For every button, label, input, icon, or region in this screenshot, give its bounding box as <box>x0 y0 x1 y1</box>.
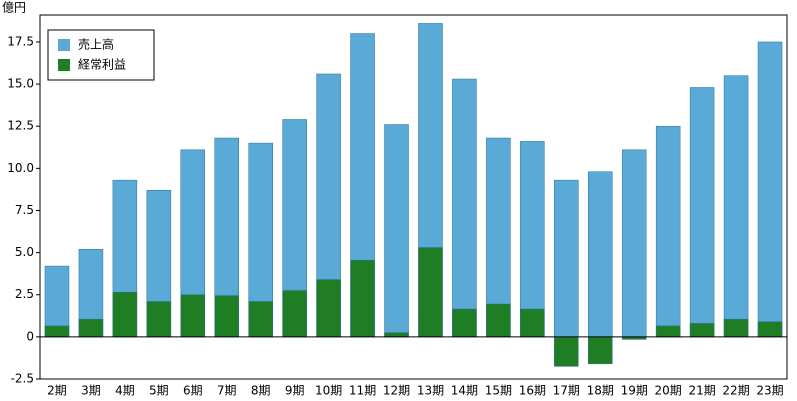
x-tick-label: 7期 <box>217 384 237 398</box>
bar <box>146 301 172 338</box>
bar <box>44 265 70 338</box>
y-tick-label: 10.0 <box>7 161 34 175</box>
bar <box>486 137 511 338</box>
bar <box>214 295 239 338</box>
x-tick-label: 16期 <box>519 384 546 398</box>
y-tick-label: 2.5 <box>15 287 34 301</box>
bar <box>588 171 613 338</box>
bar <box>78 318 104 338</box>
x-tick-label: 21期 <box>688 384 715 398</box>
bar <box>520 308 545 338</box>
bar <box>723 75 749 338</box>
bar <box>350 259 375 338</box>
x-tick-label: 2期 <box>47 384 67 398</box>
bar <box>384 124 409 338</box>
bar <box>723 318 749 338</box>
x-tick-label: 3期 <box>81 384 101 398</box>
bar <box>520 141 545 338</box>
x-tick-label: 23期 <box>756 384 783 398</box>
plot-area <box>39 14 788 380</box>
bar <box>655 325 681 338</box>
bar <box>316 279 341 338</box>
y-axis-label: 億円 <box>2 1 26 15</box>
bar <box>248 301 273 338</box>
bar <box>44 325 70 338</box>
legend-swatch <box>58 39 70 51</box>
x-tick-label: 18期 <box>587 384 614 398</box>
bar <box>486 303 511 338</box>
legend-box <box>47 29 155 81</box>
bar <box>180 294 206 338</box>
y-tick-label: 15.0 <box>7 77 34 91</box>
x-tick-label: 5期 <box>149 384 169 398</box>
bar <box>757 41 783 338</box>
y-tick-label: 5.0 <box>15 245 34 259</box>
y-tick-label: 7.5 <box>15 203 34 217</box>
bar <box>689 323 715 338</box>
bar <box>621 149 647 338</box>
y-tick-label: 12.5 <box>7 119 34 133</box>
bar <box>452 78 477 338</box>
legend-swatch <box>58 59 70 71</box>
bar <box>588 336 613 365</box>
y-tick-label: -2.5 <box>11 372 34 386</box>
x-tick-label: 22期 <box>722 384 749 398</box>
bar <box>554 336 579 367</box>
x-tick-label: 15期 <box>485 384 512 398</box>
bar <box>554 179 579 338</box>
bar <box>689 87 715 338</box>
x-tick-label: 20期 <box>655 384 682 398</box>
bar <box>112 291 138 338</box>
x-tick-label: 13期 <box>417 384 444 398</box>
legend-label: 売上高 <box>78 37 114 52</box>
x-tick-label: 6期 <box>183 384 203 398</box>
x-tick-label: 17期 <box>553 384 580 398</box>
x-tick-label: 4期 <box>115 384 135 398</box>
y-tick-label: 0 <box>26 329 34 343</box>
y-tick-label: 17.5 <box>7 34 34 48</box>
bar <box>418 247 443 338</box>
x-tick-label: 9期 <box>285 384 305 398</box>
x-tick-label: 12期 <box>383 384 410 398</box>
bar <box>282 290 307 338</box>
x-tick-label: 11期 <box>349 384 376 398</box>
x-tick-label: 14期 <box>451 384 478 398</box>
bar <box>384 332 409 338</box>
x-tick-label: 19期 <box>621 384 648 398</box>
legend-label: 経常利益 <box>78 58 126 72</box>
bar <box>757 321 783 338</box>
bar <box>655 125 681 338</box>
bar <box>452 308 477 338</box>
x-tick-label: 10期 <box>315 384 342 398</box>
x-tick-label: 8期 <box>251 384 271 398</box>
